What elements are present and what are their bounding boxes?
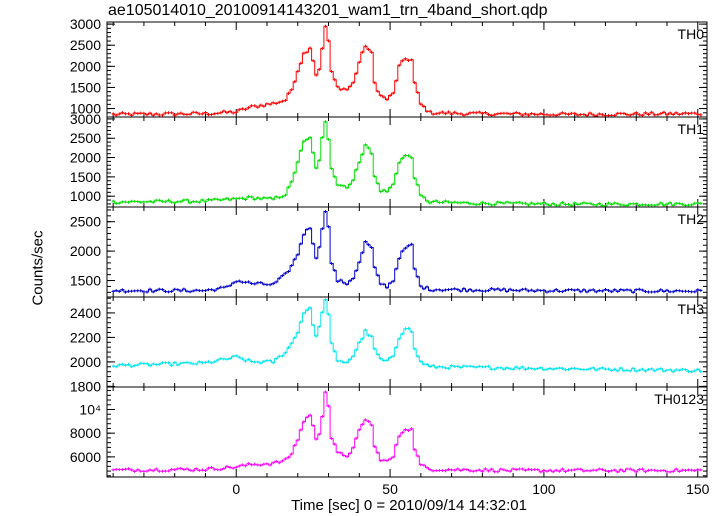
x-tick-label: 0 <box>232 481 240 497</box>
panel-th0: 1000 1500 2000 2500 3000 TH0 <box>70 16 708 118</box>
series-errorbars-th1 <box>112 120 702 208</box>
y-tick-label: 1800 <box>70 378 101 394</box>
y-tick-label: 6000 <box>70 449 101 465</box>
panel-th2: 1500 2000 2500 TH2 <box>70 206 708 298</box>
chart-title: ae105014010_20100914143201_wam1_trn_4ban… <box>108 2 548 19</box>
panel-frame <box>106 116 708 208</box>
panel-th3: 1800 2000 2200 2400 TH3 <box>70 296 708 394</box>
y-tick-label: 1000 <box>70 188 101 204</box>
y-tick-label: 2000 <box>70 243 101 259</box>
y-tick-label: 10⁴ <box>79 402 101 418</box>
x-tick-label: 150 <box>686 481 710 497</box>
x-tick-label: 100 <box>532 481 556 497</box>
y-tick-label: 2500 <box>70 214 101 230</box>
panel-name-th0: TH0 <box>678 26 705 42</box>
y-tick-label: 1500 <box>70 169 101 185</box>
y-tick-label: 2000 <box>70 58 101 74</box>
panel-th1: 1000 1500 2000 2500 3000 TH1 <box>70 111 708 208</box>
series-line-th1 <box>111 121 703 207</box>
y-tick-label: 8000 <box>70 425 101 441</box>
y-tick-label: 2500 <box>70 37 101 53</box>
panel-name-th1: TH1 <box>678 121 705 137</box>
y-tick-label: 2500 <box>70 130 101 146</box>
y-tick-label: 2000 <box>70 354 101 370</box>
series-errorbars-th0123 <box>112 390 702 474</box>
panel-th0123: 6000 8000 10⁴ TH0123 <box>70 386 708 478</box>
series-errorbars-th3 <box>112 298 702 374</box>
panel-name-th3: TH3 <box>678 301 705 317</box>
panel-name-th2: TH2 <box>678 211 705 227</box>
panel-frame <box>106 206 708 298</box>
series-line-th0123 <box>111 391 703 473</box>
y-tick-label: 3000 <box>70 16 101 32</box>
series-errorbars-th0 <box>112 24 702 118</box>
y-tick-label: 3000 <box>70 111 101 127</box>
y-tick-label: 2400 <box>70 305 101 321</box>
series-line-th0 <box>111 25 703 117</box>
series-line-th3 <box>111 299 703 373</box>
y-tick-label: 2000 <box>70 150 101 166</box>
panel-name-th0123: TH0123 <box>654 391 704 407</box>
panel-frame <box>106 386 708 478</box>
y-tick-label: 2200 <box>70 329 101 345</box>
y-tick-label: 1500 <box>70 273 101 289</box>
panel-frame <box>106 21 708 118</box>
series-line-th2 <box>111 211 703 293</box>
panel-frame <box>106 296 708 388</box>
x-axis-label: Time [sec] 0 = 2010/09/14 14:32:01 <box>291 497 527 514</box>
x-tick-label: 50 <box>382 481 398 497</box>
y-tick-label: 1500 <box>70 79 101 95</box>
y-tick-label: 1000 <box>70 101 101 117</box>
series-errorbars-th2 <box>112 210 702 294</box>
